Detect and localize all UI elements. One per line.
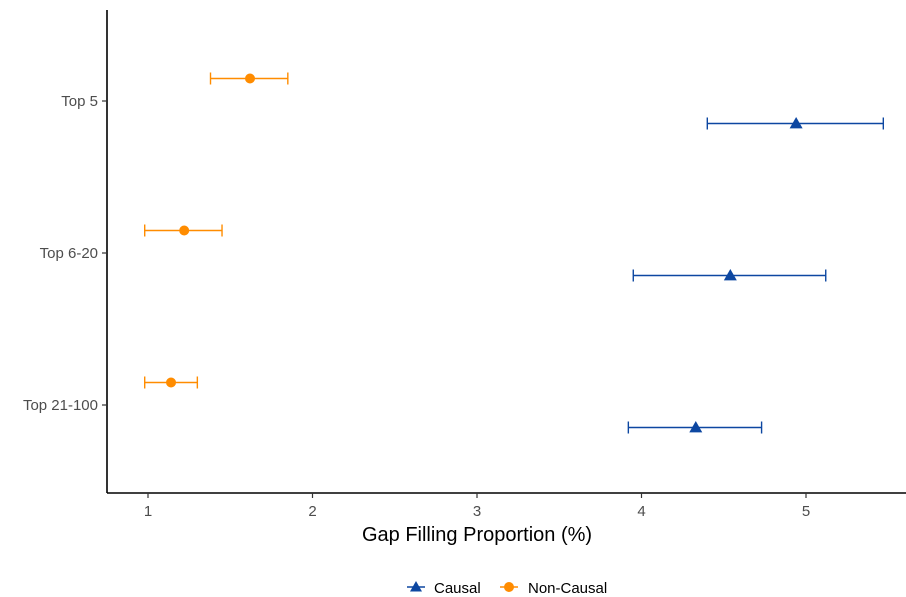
triangle-icon bbox=[410, 581, 422, 592]
y-tick-label: Top 6-20 bbox=[40, 245, 98, 262]
data-point-triangle bbox=[723, 269, 737, 281]
x-axis-title: Gap Filling Proportion (%) bbox=[362, 524, 592, 546]
x-tick-label: 3 bbox=[473, 503, 481, 520]
legend-item-non-causal: Non-Causal bbox=[500, 580, 607, 597]
legend-item-causal: Causal bbox=[407, 580, 481, 597]
x-tick-label: 4 bbox=[637, 503, 645, 520]
series-causal bbox=[627, 117, 885, 434]
legend-label: Causal bbox=[434, 580, 481, 597]
y-tick-label: Top 21-100 bbox=[23, 397, 98, 414]
circle-icon bbox=[504, 582, 514, 592]
y-tick-label: Top 5 bbox=[61, 93, 98, 110]
x-tick-label: 2 bbox=[308, 503, 316, 520]
data-point-triangle bbox=[689, 421, 703, 433]
x-tick-label: 1 bbox=[144, 503, 152, 520]
series-non-causal bbox=[144, 72, 289, 389]
series-layer bbox=[144, 72, 885, 434]
data-point-circle bbox=[166, 377, 177, 388]
axes: 1 2 3 4 5 Top 5 Top 6-20 Top 21-100 bbox=[23, 10, 906, 520]
data-point-circle bbox=[244, 73, 255, 84]
legend-label: Non-Causal bbox=[528, 580, 607, 597]
x-tick-label: 5 bbox=[802, 503, 810, 520]
legend: Causal Non-Causal bbox=[407, 580, 607, 597]
data-point-circle bbox=[179, 225, 190, 236]
data-point-triangle bbox=[789, 117, 803, 129]
